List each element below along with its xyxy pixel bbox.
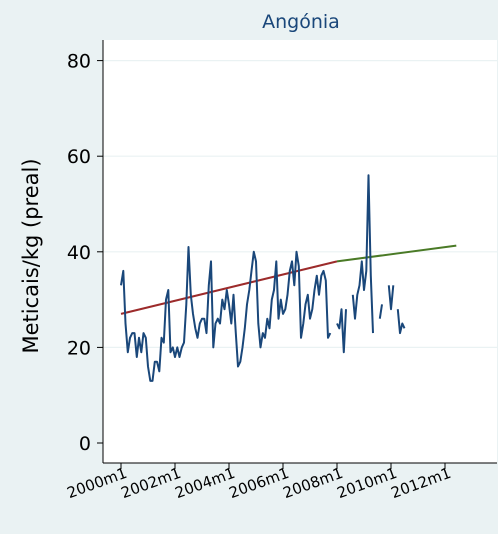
price-line-segment bbox=[378, 304, 383, 319]
y-tick-label: 60 bbox=[67, 146, 91, 168]
trend-line bbox=[336, 244, 457, 263]
price-line-segment bbox=[120, 246, 332, 382]
y-tick-label: 40 bbox=[67, 242, 91, 264]
x-tick-label: 2010m1 bbox=[335, 464, 400, 502]
price-series bbox=[120, 174, 406, 382]
chart-title: Angónia bbox=[262, 11, 340, 33]
x-tick-label: 2004m1 bbox=[173, 464, 238, 502]
x-tick-label: 2008m1 bbox=[281, 464, 346, 502]
trend-line bbox=[120, 260, 338, 315]
price-line-segment bbox=[336, 308, 347, 354]
y-tick-label: 0 bbox=[79, 433, 91, 455]
price-line-segment bbox=[351, 174, 374, 334]
y-axis-label: Meticais/kg (preal) bbox=[19, 158, 43, 353]
price-line-segment bbox=[396, 309, 406, 335]
x-tick-label: 2002m1 bbox=[119, 464, 184, 502]
x-tick-label: 2000m1 bbox=[65, 464, 130, 502]
y-tick-label: 20 bbox=[67, 337, 91, 359]
y-tick-label: 80 bbox=[67, 51, 91, 73]
price-line-segment bbox=[387, 285, 395, 311]
trend-lines bbox=[120, 244, 457, 315]
grid-lines bbox=[103, 59, 497, 348]
x-axis-ticks: 2000m12002m12004m12006m12008m12010m12012… bbox=[65, 463, 454, 502]
x-tick-label: 2012m1 bbox=[389, 464, 454, 502]
y-axis-ticks: 0 20 40 60 80 bbox=[67, 51, 103, 455]
x-tick-label: 2006m1 bbox=[227, 464, 292, 502]
